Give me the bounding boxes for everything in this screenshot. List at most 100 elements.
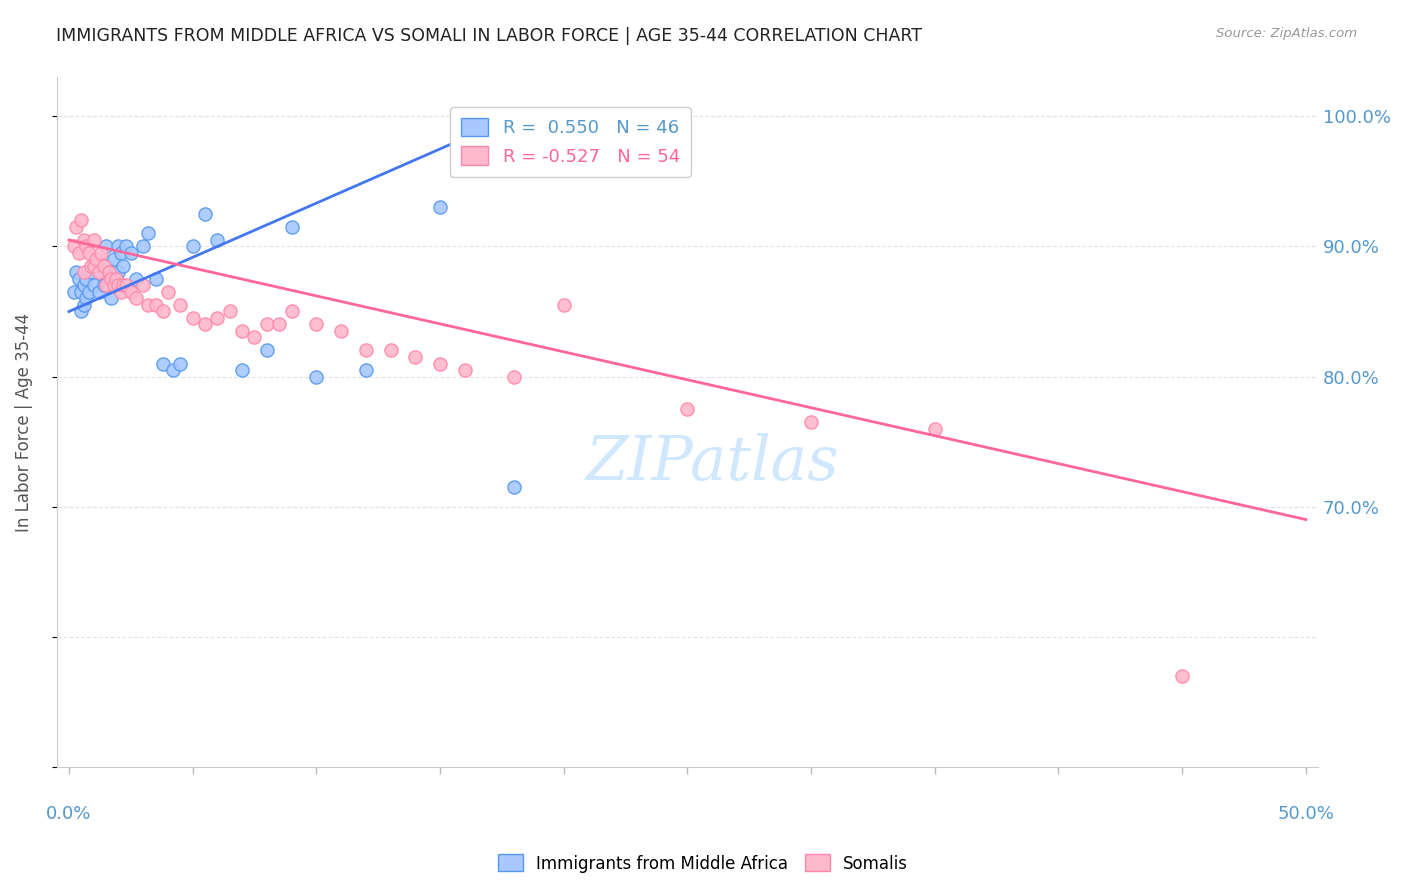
Text: IMMIGRANTS FROM MIDDLE AFRICA VS SOMALI IN LABOR FORCE | AGE 35-44 CORRELATION C: IMMIGRANTS FROM MIDDLE AFRICA VS SOMALI …	[56, 27, 922, 45]
Point	[83, 233, 105, 247]
Point	[152, 357, 174, 371]
Point	[94, 278, 117, 293]
Point	[70, 304, 93, 318]
Point	[125, 272, 148, 286]
Point	[94, 239, 117, 253]
Point	[145, 272, 167, 286]
Point	[354, 363, 377, 377]
Point	[207, 310, 229, 325]
Point	[231, 324, 253, 338]
Point	[90, 246, 112, 260]
Point	[63, 239, 86, 253]
Point	[73, 298, 96, 312]
Text: ZIPatlas: ZIPatlas	[586, 434, 839, 493]
Point	[67, 272, 90, 286]
Point	[162, 363, 184, 377]
Point	[75, 272, 97, 286]
Point	[454, 363, 477, 377]
Point	[354, 343, 377, 358]
Point	[132, 239, 155, 253]
Point	[73, 265, 96, 279]
Point	[112, 278, 135, 293]
Point	[269, 318, 291, 332]
Point	[924, 421, 946, 435]
Point	[107, 265, 129, 279]
Y-axis label: In Labor Force | Age 35-44: In Labor Force | Age 35-44	[15, 312, 32, 532]
Point	[65, 219, 87, 234]
Point	[429, 201, 451, 215]
Point	[93, 278, 115, 293]
Point	[67, 246, 90, 260]
Point	[104, 272, 127, 286]
Point	[73, 233, 96, 247]
Point	[800, 415, 823, 429]
Point	[305, 369, 328, 384]
Point	[503, 369, 526, 384]
Point	[181, 310, 204, 325]
Point	[97, 272, 120, 286]
Point	[136, 298, 159, 312]
Point	[218, 304, 240, 318]
Point	[112, 259, 135, 273]
Point	[115, 239, 138, 253]
Point	[145, 298, 167, 312]
Point	[243, 330, 266, 344]
Point	[207, 233, 229, 247]
Point	[280, 304, 302, 318]
Point	[115, 278, 138, 293]
Point	[83, 259, 105, 273]
Point	[330, 324, 353, 338]
Point	[676, 402, 699, 417]
Point	[156, 285, 179, 299]
Point	[169, 357, 191, 371]
Legend: R =  0.550   N = 46, R = -0.527   N = 54: R = 0.550 N = 46, R = -0.527 N = 54	[450, 107, 690, 177]
Point	[63, 285, 86, 299]
Point	[503, 480, 526, 494]
Point	[169, 298, 191, 312]
Point	[404, 350, 426, 364]
Point	[280, 219, 302, 234]
Point	[256, 343, 278, 358]
Point	[87, 285, 110, 299]
Point	[125, 292, 148, 306]
Point	[1171, 668, 1194, 682]
Point	[100, 292, 122, 306]
Point	[110, 246, 132, 260]
Point	[305, 318, 328, 332]
Point	[90, 265, 112, 279]
Point	[120, 246, 142, 260]
Legend: Immigrants from Middle Africa, Somalis: Immigrants from Middle Africa, Somalis	[491, 847, 915, 880]
Point	[77, 246, 100, 260]
Text: 0.0%: 0.0%	[46, 805, 91, 823]
Point	[107, 239, 129, 253]
Point	[75, 292, 97, 306]
Point	[97, 265, 120, 279]
Point	[93, 259, 115, 273]
Point	[107, 278, 129, 293]
Point	[65, 265, 87, 279]
Point	[80, 259, 103, 273]
Point	[70, 285, 93, 299]
Point	[132, 278, 155, 293]
Point	[104, 272, 127, 286]
Point	[94, 259, 117, 273]
Point	[110, 285, 132, 299]
Point	[120, 285, 142, 299]
Point	[380, 343, 402, 358]
Point	[181, 239, 204, 253]
Point	[73, 278, 96, 293]
Point	[83, 278, 105, 293]
Point	[152, 304, 174, 318]
Point	[70, 213, 93, 227]
Point	[77, 285, 100, 299]
Text: Source: ZipAtlas.com: Source: ZipAtlas.com	[1216, 27, 1357, 40]
Point	[136, 227, 159, 241]
Point	[194, 318, 217, 332]
Point	[103, 252, 125, 267]
Point	[83, 259, 105, 273]
Point	[429, 357, 451, 371]
Point	[87, 265, 110, 279]
Point	[84, 252, 107, 267]
Point	[84, 252, 107, 267]
Point	[231, 363, 253, 377]
